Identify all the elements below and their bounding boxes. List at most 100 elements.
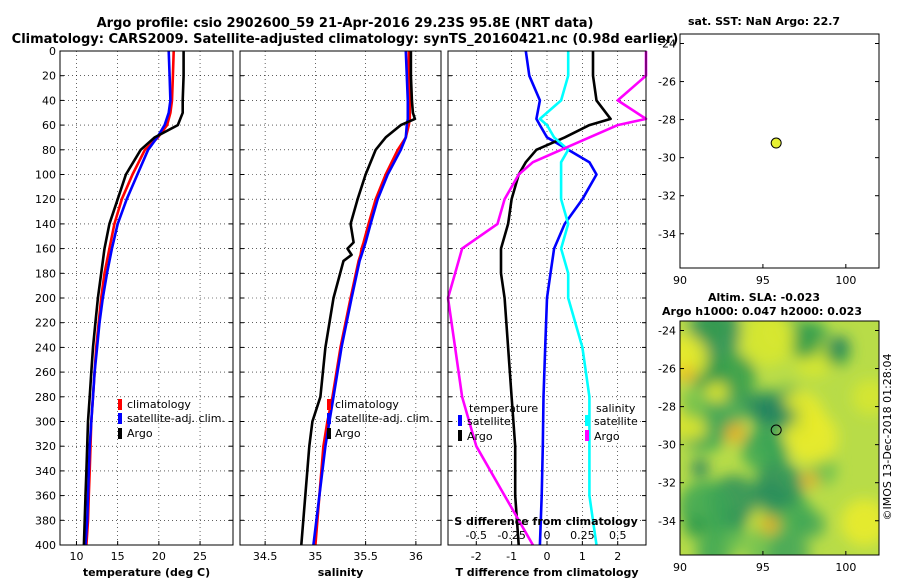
y-tick-label: -32 [658, 477, 676, 490]
x-tick-label: 15 [111, 550, 125, 563]
legend-title-salinity: salinity [596, 402, 636, 415]
heatmap-blob-warm [680, 366, 694, 382]
legend-swatch [585, 415, 589, 426]
difference-panel: -2 -1 0 1 2 T difference from climatology S di… [446, 50, 648, 579]
legend-label: satellite-adj. clim. [335, 412, 433, 425]
plot-frame [59, 50, 234, 546]
y-tick-label: 340 [35, 465, 56, 478]
legend-label: Argo [127, 427, 153, 440]
x-tick-label: 25 [193, 550, 207, 563]
heatmap-blob [840, 498, 879, 546]
map-frame [679, 320, 880, 556]
heatmap-blob [683, 515, 707, 539]
legend-label: Argo [467, 430, 493, 443]
y-tick-label: 0 [49, 45, 56, 58]
legend-label: satellite [467, 415, 511, 428]
plot-frame [447, 50, 647, 546]
x-axis-label: T difference from climatology [455, 566, 638, 579]
imos-timestamp: ©IMOS 13-Dec-2018 01:28:04 [881, 354, 894, 521]
plot-frame [239, 50, 442, 546]
y-tick-label: 140 [35, 218, 56, 231]
y-tick-label: 240 [35, 341, 56, 354]
legend-swatch [327, 413, 331, 424]
heatmap-blob [722, 534, 744, 555]
legend-label: climatology [127, 398, 191, 411]
x-tick-label: 35.5 [353, 550, 378, 563]
secondary-tick-label: -0.5 [466, 529, 487, 542]
heatmap-blob [740, 321, 796, 367]
legend-swatch [118, 399, 122, 410]
legend-swatch [327, 399, 331, 410]
y-tick-label: 100 [35, 169, 56, 182]
x-tick-label: 35 [308, 550, 322, 563]
x-tick-label: 1 [579, 550, 586, 563]
y-tick-label: 300 [35, 416, 56, 429]
heatmap-blob [680, 390, 707, 419]
y-tick-label: 80 [42, 144, 56, 157]
y-tick-label: 400 [35, 539, 56, 552]
legend-label: satellite [594, 415, 638, 428]
series-line-argo [300, 51, 417, 546]
x-tick-label: 36 [409, 550, 423, 563]
map-frame [679, 33, 880, 269]
legend-swatch [585, 430, 589, 441]
y-tick-label: 220 [35, 317, 56, 330]
heatmap-blob-cool [831, 336, 849, 354]
sst-title: sat. SST: NaN Argo: 22.7 [688, 15, 840, 28]
series-line-satellite-adj-clim- [84, 50, 172, 546]
y-tick-label: 120 [35, 193, 56, 206]
legend-label: Argo [335, 427, 361, 440]
series-line-climatology [314, 51, 412, 546]
heatmap-blob [852, 379, 879, 415]
series-line-satellite [524, 50, 598, 546]
y-tick-label: 200 [35, 292, 56, 305]
heatmap-blob-warm [725, 423, 745, 443]
y-tick-label: -26 [658, 76, 676, 89]
heatmap-blob [767, 531, 810, 555]
legend-title-temperature: temperature [469, 402, 538, 415]
y-tick-label: 160 [35, 243, 56, 256]
y-tick-label: -34 [658, 515, 676, 528]
y-tick-label: 360 [35, 490, 56, 503]
secondary-tick-label: 0 [544, 529, 551, 542]
sla-map-panel: 90 95 100 -24 -26 -28 -30 -32 -34 [658, 320, 880, 574]
x-tick-label: 34.5 [253, 550, 278, 563]
legend-label: Argo [594, 430, 620, 443]
y-tick-label: 60 [42, 119, 56, 132]
heatmap-blob-warm [761, 516, 779, 534]
x-axis-label: salinity [318, 566, 364, 579]
x-tick-label: 0 [544, 550, 551, 563]
temperature-panel: 10 15 20 25 temperature (deg C) 0 20 40 60 80 100 1… [35, 45, 234, 579]
y-tick-label: -32 [658, 190, 676, 203]
heatmap-blob [786, 323, 822, 359]
series-line-argo [499, 51, 612, 546]
x-tick-label: 95 [756, 561, 770, 574]
heatmap-blob [706, 381, 728, 403]
y-tick-label: 20 [42, 70, 56, 83]
heatmap-blob-cool [691, 459, 709, 477]
heatmap-blob [785, 411, 839, 465]
argo-position-marker [770, 137, 782, 149]
x-tick-label: 100 [835, 274, 856, 287]
y-tick-label: -28 [658, 401, 676, 414]
y-tick-label: -26 [658, 363, 676, 376]
y-tick-label: -28 [658, 114, 676, 127]
title-line-1: Argo profile: csio 2902600_59 21-Apr-201… [97, 16, 594, 31]
argo-position-marker [770, 424, 782, 436]
legend-swatch [118, 413, 122, 424]
y-tick-label: 380 [35, 514, 56, 527]
x-tick-label: 20 [152, 550, 166, 563]
series-line-satellite-adj-clim- [312, 50, 410, 546]
x-tick-label: 90 [673, 561, 687, 574]
x-tick-label: 90 [673, 274, 687, 287]
y-tick-label: 320 [35, 440, 56, 453]
y-tick-label: -34 [658, 228, 676, 241]
y-tick-label: 260 [35, 366, 56, 379]
sst-map-panel: 90 95 100 -24 -26 -28 -30 -32 -34 [658, 33, 880, 287]
sla-heatmap [680, 321, 879, 555]
x-tick-label: -1 [506, 550, 517, 563]
y-tick-label: -30 [658, 439, 676, 452]
y-tick-label: 40 [42, 94, 56, 107]
y-tick-label: 180 [35, 267, 56, 280]
legend-label: satellite-adj. clim. [127, 412, 225, 425]
